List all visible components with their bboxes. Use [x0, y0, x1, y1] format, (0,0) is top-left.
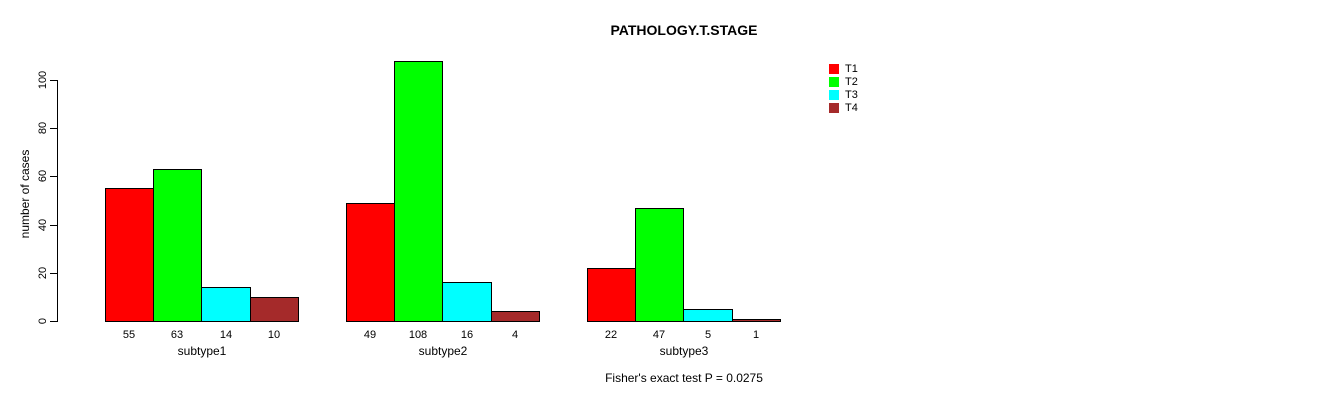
- bar-value-label: 63: [170, 329, 184, 341]
- chart-title: PATHOLOGY.T.STAGE: [610, 22, 758, 38]
- bar-T3-subtype1: [201, 287, 251, 322]
- legend-item-T4: T4: [829, 101, 858, 114]
- group-label-subtype3: subtype3: [659, 344, 709, 358]
- bar-value-label: 14: [219, 329, 233, 341]
- y-tick-label: 100: [37, 70, 49, 90]
- y-tick-label: 80: [37, 121, 49, 135]
- bar-value-label: 10: [267, 329, 281, 341]
- bar-T1-subtype2: [346, 203, 395, 322]
- bar-value-label: 22: [604, 329, 618, 341]
- bar-T1-subtype3: [587, 268, 636, 322]
- y-tick-label: 20: [37, 266, 49, 280]
- bar-value-label: 5: [704, 329, 712, 341]
- legend-item-T1: T1: [829, 62, 858, 75]
- bar-value-label: 55: [122, 329, 136, 341]
- y-tick: [50, 128, 57, 129]
- bar-T4-subtype2: [491, 311, 540, 322]
- fisher-test-annotation: Fisher's exact test P = 0.0275: [605, 371, 763, 385]
- y-tick: [50, 225, 57, 226]
- legend-label: T4: [845, 101, 858, 114]
- bar-value-label: 1: [752, 329, 760, 341]
- legend: T1 T2 T3 T4: [829, 62, 858, 114]
- legend-swatch-icon: [829, 102, 839, 113]
- y-tick: [50, 80, 57, 81]
- y-tick: [50, 176, 57, 177]
- bar-T2-subtype3: [635, 208, 684, 322]
- y-axis-title: number of cases: [18, 149, 32, 239]
- bar-T1-subtype1: [105, 188, 154, 322]
- legend-label: T1: [845, 62, 858, 75]
- bar-T2-subtype1: [153, 169, 202, 322]
- y-tick-label: 40: [37, 218, 49, 232]
- legend-swatch-icon: [829, 63, 839, 74]
- bar-T3-subtype2: [442, 282, 492, 322]
- legend-label: T3: [845, 88, 858, 101]
- bar-value-label: 16: [460, 329, 474, 341]
- legend-item-T2: T2: [829, 75, 858, 88]
- bar-value-label: 49: [363, 329, 377, 341]
- y-tick-label: 60: [37, 169, 49, 183]
- group-label-subtype1: subtype1: [177, 344, 227, 358]
- legend-label: T2: [845, 75, 858, 88]
- bar-value-label: 108: [408, 329, 428, 341]
- legend-item-T3: T3: [829, 88, 858, 101]
- legend-swatch-icon: [829, 76, 839, 87]
- y-tick-label: 0: [37, 317, 49, 325]
- bar-T4-subtype3: [732, 319, 781, 322]
- bar-value-label: 4: [511, 329, 519, 341]
- y-axis-line: [57, 80, 58, 322]
- bar-value-label: 47: [652, 329, 666, 341]
- bar-T3-subtype3: [683, 309, 733, 322]
- bar-T4-subtype1: [250, 297, 299, 322]
- y-tick: [50, 321, 57, 322]
- group-label-subtype2: subtype2: [418, 344, 468, 358]
- bar-T2-subtype2: [394, 61, 443, 322]
- legend-swatch-icon: [829, 89, 839, 100]
- y-tick: [50, 273, 57, 274]
